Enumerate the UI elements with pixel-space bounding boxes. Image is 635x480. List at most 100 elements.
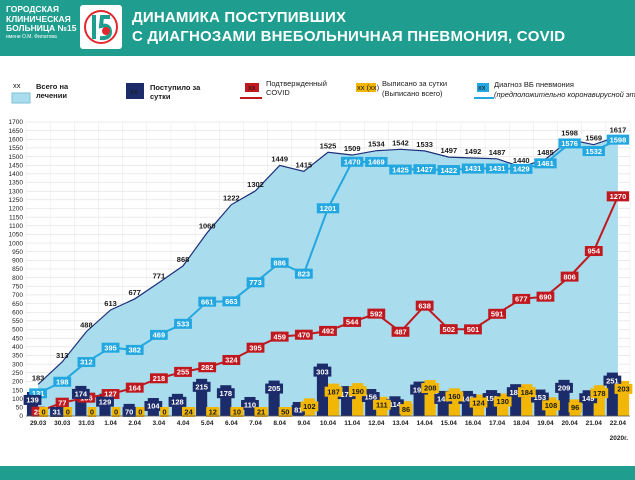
vb-value-label: 1425: [392, 165, 409, 174]
discharged-value-label: 187: [327, 387, 340, 396]
discharged-value-label: 111: [376, 401, 388, 410]
vb-value-label: 198: [56, 377, 69, 386]
admitted-bar: [316, 363, 328, 416]
vb-value-label-box: [316, 203, 340, 214]
vb-value-label: 773: [249, 278, 262, 287]
x-tick-label: 17.04: [489, 420, 506, 427]
vb-value-label-box: [485, 163, 509, 174]
vb-value-label: 382: [128, 346, 141, 355]
legend-discharged-swatch: [356, 83, 376, 92]
discharged-value-label: 0: [66, 408, 70, 417]
covid-value-label-box: [319, 325, 337, 336]
covid-value-label: 282: [201, 363, 214, 372]
vb-value-label: 661: [201, 297, 214, 306]
discharged-value-label-box: [348, 386, 367, 397]
hospital-line-3: БОЛЬНИЦА №15: [6, 23, 77, 33]
legend-covid-label-line: COVID: [266, 88, 290, 97]
admitted-value-label: 110: [244, 401, 256, 410]
x-tick-label: 10.04: [320, 420, 337, 427]
discharged-bar: [352, 383, 364, 416]
admitted-value-label: 145: [461, 395, 474, 404]
vb-value-label: 469: [153, 331, 166, 340]
legend-covid-label-line: Подтвержденный: [266, 79, 327, 88]
y-tick-label: 1300: [9, 188, 24, 195]
y-tick-label: 200: [12, 379, 23, 386]
hospital-line-1: ГОРОДСКАЯ: [6, 4, 60, 14]
legend-admitted-label-line: Поступило за: [150, 83, 201, 92]
vb-value-label: 1422: [440, 166, 457, 175]
covid-value-label-box: [391, 326, 410, 337]
total-area: [38, 136, 618, 416]
admitted-value-label: 149: [582, 394, 595, 403]
x-tick-label: 8.04: [273, 420, 286, 427]
y-tick-label: 1550: [9, 145, 24, 152]
vb-value-label: 1429: [513, 165, 530, 174]
x-tick-label: 20.04: [561, 420, 578, 427]
x-tick-label: 15.04: [441, 420, 458, 427]
y-tick-label: 1050: [9, 232, 24, 239]
discharged-value-label-box: [568, 402, 582, 413]
x-tick-label: 2.04: [128, 420, 141, 427]
admitted-bar: [196, 378, 208, 416]
admitted-value-label: 174: [75, 390, 88, 399]
discharged-value-label: 0: [90, 408, 94, 417]
total-value-label: 771: [153, 272, 166, 281]
admitted-value-label: 209: [558, 384, 571, 393]
y-tick-label: 450: [12, 335, 23, 342]
admitted-value-label: 153: [534, 393, 547, 402]
discharged-value-label: 12: [209, 408, 217, 417]
covid-value-label: 954: [588, 247, 601, 256]
covid-value-label-box: [174, 366, 192, 377]
legend-total-marker: xx: [13, 81, 21, 90]
discharged-value-label: 190: [351, 387, 364, 396]
x-tick-label: 13.04: [392, 420, 409, 427]
legend-total-label: Всего на лечении: [36, 82, 69, 100]
admitted-value-label: 70: [125, 408, 133, 417]
vb-value-label-box: [510, 163, 533, 174]
covid-value-label: 218: [153, 374, 166, 383]
vb-value-label: 1431: [465, 164, 482, 173]
total-value-label: 1449: [271, 154, 288, 163]
vb-value-label-box: [461, 163, 485, 174]
admitted-bar: [341, 386, 353, 416]
discharged-value-label-box: [230, 407, 244, 417]
total-value-label: 677: [128, 288, 141, 297]
total-value-label: 1534: [368, 140, 386, 149]
admitted-value-label-box: [530, 392, 549, 403]
admitted-bar: [534, 389, 546, 416]
admitted-value-label: 215: [195, 383, 208, 392]
covid-value-label: 77: [58, 398, 66, 407]
legend-discharged-label: Выписано за сутки (Выписано всего): [382, 79, 447, 98]
admitted-bar: [606, 372, 618, 416]
discharged-value-label: 130: [496, 397, 509, 406]
covid-value-label-box: [343, 316, 362, 327]
total-value-label: 1487: [489, 148, 506, 157]
total-value-label: 1569: [585, 134, 602, 143]
vb-value-label-box: [534, 158, 557, 169]
discharged-value-label-box: [135, 407, 145, 417]
hospital-name: ГОРОДСКАЯ КЛИНИЧЕСКАЯ БОЛЬНИЦА №15 имени…: [6, 4, 77, 39]
total-value-label: 1485: [537, 148, 554, 157]
admitted-value-label: 173: [340, 390, 353, 399]
y-tick-label: 1250: [9, 197, 24, 204]
y-tick-label: 350: [12, 353, 23, 360]
x-tick-label: 18.04: [513, 420, 530, 427]
admitted-value-label: 303: [316, 367, 329, 376]
vb-value-label-box: [413, 164, 436, 175]
y-tick-label: 1700: [9, 119, 24, 126]
admitted-value-label-box: [482, 393, 501, 404]
discharged-value-label: 208: [424, 384, 437, 393]
admitted-value-label-box: [458, 393, 477, 404]
vb-value-label: 1427: [416, 165, 433, 174]
covid-value-label-box: [198, 362, 217, 373]
covid-value-label-box: [584, 246, 603, 257]
legend-covid-swatch: [245, 83, 259, 92]
covid-value-label: 255: [177, 368, 190, 377]
admitted-value-label: 205: [268, 384, 281, 393]
vb-value-label: 533: [177, 320, 190, 329]
discharged-value-label-box: [87, 407, 97, 417]
discharged-value-label-box: [278, 407, 292, 417]
admitted-value-label-box: [410, 384, 428, 395]
admitted-bar: [413, 381, 425, 416]
vb-value-label: 823: [298, 269, 311, 278]
